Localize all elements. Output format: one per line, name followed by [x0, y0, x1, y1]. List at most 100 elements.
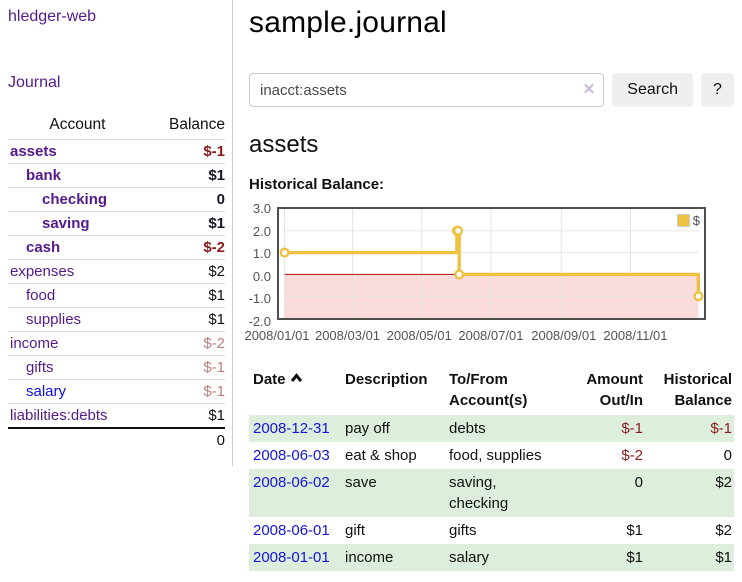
account-link-expenses[interactable]: expenses	[10, 263, 74, 280]
transaction-balance: $1	[645, 544, 734, 571]
chart-y-axis: 3.02.01.00.0-1.0-2.0	[249, 209, 271, 322]
account-row: checking 0	[8, 188, 225, 212]
accounts-header-account: Account	[8, 113, 147, 140]
transaction-date-link[interactable]: 2008-01-01	[253, 549, 330, 566]
account-balance: 0	[147, 188, 225, 212]
y-tick-label: -1.0	[249, 291, 271, 307]
register-header-row: Date Description To/From Account(s) Amou…	[249, 367, 734, 415]
accounts-total: 0	[147, 428, 225, 452]
account-link-salary[interactable]: salary	[26, 383, 66, 400]
account-row: saving $1	[8, 212, 225, 236]
register-header-balance: Historical Balance	[645, 367, 734, 415]
transaction-accounts: saving, checking	[449, 469, 554, 517]
account-row: liabilities:debts $1	[8, 404, 225, 429]
account-balance: $1	[147, 404, 225, 429]
transaction-balance: 0	[645, 442, 734, 469]
transaction-accounts: food, supplies	[449, 442, 554, 469]
transaction-date-link[interactable]: 2008-12-31	[253, 420, 330, 437]
transaction-amount: 0	[554, 469, 645, 517]
transaction-accounts: debts	[449, 415, 554, 442]
account-link-saving[interactable]: saving	[42, 215, 90, 232]
register-row: 2008-06-03 eat & shop food, supplies $-2…	[249, 442, 734, 469]
x-tick-label: 2008/09/01	[531, 328, 596, 343]
account-balance: $-2	[147, 332, 225, 356]
x-tick-label: 2008/11/01	[603, 328, 667, 343]
transaction-date-link[interactable]: 2008-06-01	[253, 522, 330, 539]
account-balance: $-1	[147, 380, 225, 404]
page-title: sample.journal	[249, 6, 734, 40]
account-balance: $-1	[147, 140, 225, 164]
register-header-amount: Amount Out/In	[554, 367, 645, 415]
accounts-total-row: 0	[8, 428, 225, 452]
transaction-balance: $2	[645, 469, 734, 517]
account-link-assets[interactable]: assets	[10, 143, 57, 160]
account-row: supplies $1	[8, 308, 225, 332]
register-table: Date Description To/From Account(s) Amou…	[249, 367, 734, 571]
chart-x-axis: 2008/01/012008/03/012008/05/012008/07/01…	[277, 328, 706, 346]
account-link-food[interactable]: food	[26, 287, 55, 304]
register-row: 2008-12-31 pay off debts $-1 $-1	[249, 415, 734, 442]
transaction-description: pay off	[345, 415, 449, 442]
account-link-income[interactable]: income	[10, 335, 58, 352]
account-balance: $1	[147, 308, 225, 332]
accounts-header-row: Account Balance	[8, 113, 225, 140]
register-row: 2008-06-02 save saving, checking 0 $2	[249, 469, 734, 517]
transaction-amount: $-1	[554, 415, 645, 442]
historical-balance-chart: 3.02.01.00.0-1.0-2.0 $ 2008/01/012008/03…	[249, 207, 734, 347]
account-link-checking[interactable]: checking	[42, 191, 107, 208]
help-button[interactable]: ?	[701, 73, 734, 107]
account-link-bank[interactable]: bank	[26, 167, 61, 184]
register-row: 2008-01-01 income salary $1 $1	[249, 544, 734, 571]
account-row: cash $-2	[8, 236, 225, 260]
transaction-amount: $1	[554, 517, 645, 544]
account-link-liabilities-debts[interactable]: liabilities:debts	[10, 407, 108, 424]
register-header-date: Date	[249, 367, 345, 415]
accounts-table: Account Balance assets $-1 bank $1 check…	[8, 113, 225, 452]
account-link-gifts[interactable]: gifts	[26, 359, 54, 376]
sidebar-item-journal[interactable]: Journal	[8, 74, 225, 92]
y-tick-label: 0.0	[253, 269, 271, 285]
account-row: food $1	[8, 284, 225, 308]
page: hledger-web Journal Account Balance asse…	[0, 0, 742, 571]
chart-legend: $	[676, 212, 701, 229]
search-button[interactable]: Search	[612, 73, 693, 107]
transaction-description: income	[345, 544, 449, 571]
transaction-balance: $-1	[645, 415, 734, 442]
transaction-amount: $-2	[554, 442, 645, 469]
register-header-account: To/From Account(s)	[449, 367, 554, 415]
sidebar: hledger-web Journal Account Balance asse…	[0, 0, 233, 466]
clear-search-icon[interactable]: ✕	[583, 80, 596, 100]
account-row: salary $-1	[8, 380, 225, 404]
transaction-balance: $2	[645, 517, 734, 544]
x-tick-label: 2008/07/01	[458, 328, 523, 343]
account-balance: $-2	[147, 236, 225, 260]
account-row: bank $1	[8, 164, 225, 188]
account-row: assets $-1	[8, 140, 225, 164]
account-link-supplies[interactable]: supplies	[26, 311, 81, 328]
y-tick-label: 1.0	[253, 246, 271, 262]
transaction-description: gift	[345, 517, 449, 544]
transaction-date-link[interactable]: 2008-06-02	[253, 474, 330, 491]
sort-ascending-icon	[290, 373, 303, 383]
transaction-description: save	[345, 469, 449, 517]
register-header-description: Description	[345, 367, 449, 415]
chart-plot-area[interactable]: $	[277, 207, 706, 320]
brand-link[interactable]: hledger-web	[8, 8, 225, 26]
search-box: ✕	[249, 73, 604, 107]
x-tick-label: 2008/01/01	[244, 328, 309, 343]
account-balance: $1	[147, 284, 225, 308]
transaction-date-link[interactable]: 2008-06-03	[253, 447, 330, 464]
account-row: expenses $2	[8, 260, 225, 284]
account-balance: $1	[147, 164, 225, 188]
chart-heading: Historical Balance:	[249, 176, 734, 193]
legend-label: $	[693, 213, 700, 228]
account-balance: $1	[147, 212, 225, 236]
account-balance: $-1	[147, 356, 225, 380]
account-link-cash[interactable]: cash	[26, 239, 60, 256]
search-input[interactable]	[249, 73, 604, 107]
legend-swatch	[677, 214, 690, 227]
y-tick-label: 2.0	[253, 224, 271, 240]
transaction-amount: $1	[554, 544, 645, 571]
chart-canvas	[279, 209, 704, 318]
accounts-header-balance: Balance	[147, 113, 225, 140]
